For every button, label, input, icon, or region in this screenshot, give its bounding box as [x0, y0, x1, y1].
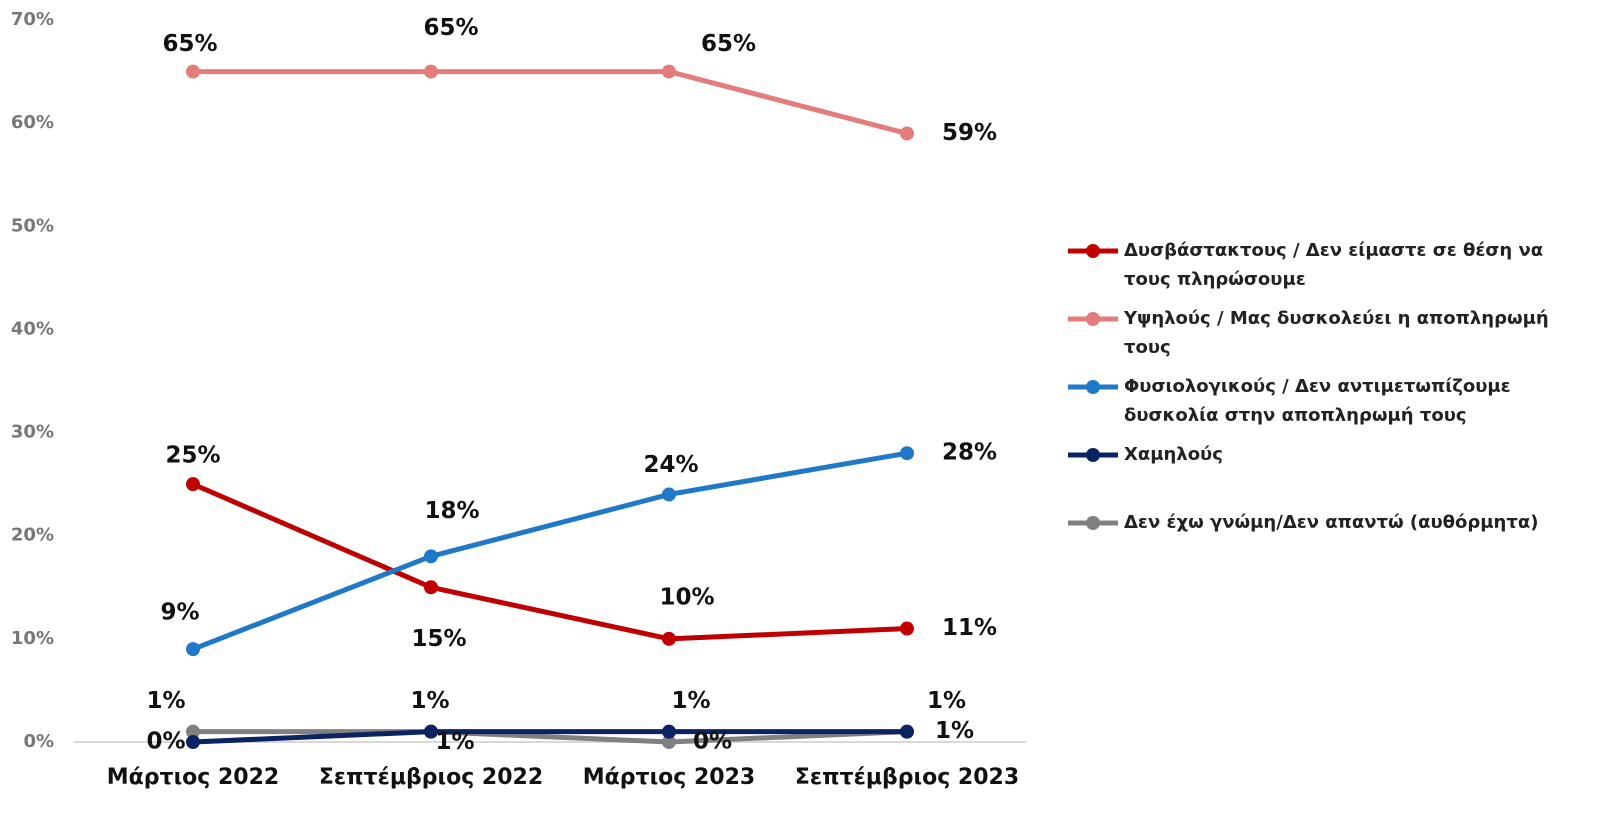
data-label: 1%: [927, 688, 966, 714]
data-label: 25%: [165, 443, 220, 469]
data-point: [186, 64, 200, 79]
series-line: [192, 481, 908, 642]
legend-swatch: [1068, 312, 1118, 326]
data-label: 0%: [146, 729, 185, 755]
legend-item: Υψηλούς / Μας δυσκολεύει η αποπληρωμή το…: [1068, 304, 1588, 372]
legend-marker: [1086, 244, 1100, 258]
data-label: 65%: [423, 15, 478, 41]
data-label: 1%: [410, 688, 449, 714]
data-label: 1%: [146, 688, 185, 714]
y-tick-label: 20%: [11, 525, 54, 546]
legend-label: Φυσιολογικούς / Δεν αντιμετωπίζουμε δυσκ…: [1124, 376, 1511, 426]
data-point: [186, 642, 200, 657]
data-label: 10%: [659, 584, 714, 610]
data-point: [186, 735, 200, 749]
y-tick-label: 30%: [11, 422, 54, 443]
data-label: 28%: [942, 440, 997, 466]
data-point: [662, 631, 676, 646]
data-label: 1%: [435, 729, 474, 755]
data-label: 59%: [942, 120, 997, 146]
data-point: [424, 64, 438, 79]
data-label: 1%: [671, 688, 710, 714]
legend-label: Δεν έχω γνώμη/Δεν απαντώ (αυθόρμητα): [1124, 512, 1539, 533]
legend-label: Υψηλούς / Μας δυσκολεύει η αποπληρωμή το…: [1124, 308, 1549, 358]
data-label: 65%: [701, 31, 756, 57]
legend-swatch: [1068, 448, 1118, 462]
x-tick-label: Μάρτιος 2023: [583, 765, 755, 790]
data-point: [900, 446, 914, 461]
x-tick-label: Μάρτιος 2022: [107, 765, 279, 790]
series-line: [192, 450, 908, 652]
data-point: [186, 477, 200, 492]
legend-label: Δυσβάστακτους / Δεν είμαστε σε θέση να τ…: [1124, 240, 1544, 290]
legend-marker: [1086, 448, 1100, 462]
data-point: [900, 126, 914, 141]
series-line: [193, 729, 908, 745]
legend-marker: [1086, 380, 1100, 394]
y-tick-label: 60%: [11, 112, 54, 133]
legend-marker: [1086, 312, 1100, 326]
data-point: [662, 724, 676, 739]
data-point: [900, 621, 914, 636]
legend-item: Φυσιολογικούς / Δεν αντιμετωπίζουμε δυσκ…: [1068, 372, 1588, 440]
data-point: [424, 724, 438, 739]
data-label: 1%: [935, 718, 974, 744]
data-point: [186, 724, 200, 739]
y-tick-label: 70%: [11, 9, 54, 30]
data-label: 0%: [693, 729, 732, 755]
y-tick-label: 0%: [23, 731, 54, 752]
data-point: [424, 580, 438, 595]
data-point: [662, 735, 676, 749]
series-line: [193, 69, 908, 136]
legend-item: Δεν έχω γνώμη/Δεν απαντώ (αυθόρμητα): [1068, 508, 1588, 576]
legend-label: Χαμηλούς: [1124, 444, 1223, 465]
data-label: 18%: [424, 498, 479, 524]
legend-item: Δυσβάστακτους / Δεν είμαστε σε θέση να τ…: [1068, 236, 1588, 304]
legend-item: Χαμηλούς: [1068, 440, 1588, 508]
y-tick-label: 50%: [11, 215, 54, 236]
data-point: [900, 724, 914, 739]
data-label: 9%: [160, 600, 199, 626]
y-tick-label: 40%: [11, 318, 54, 339]
data-point: [662, 487, 676, 502]
legend-swatch: [1068, 380, 1118, 394]
x-tick-label: Σεπτέμβριος 2022: [319, 765, 543, 790]
data-label: 15%: [411, 626, 466, 652]
data-point: [662, 64, 676, 79]
legend-swatch: [1068, 516, 1118, 530]
data-label: 11%: [942, 615, 997, 641]
data-label: 65%: [162, 31, 217, 57]
data-point: [424, 549, 438, 564]
legend-marker: [1086, 516, 1100, 530]
series-line: [192, 729, 907, 745]
data-label: 24%: [643, 452, 698, 478]
legend: Δυσβάστακτους / Δεν είμαστε σε θέση να τ…: [1068, 236, 1588, 576]
x-tick-label: Σεπτέμβριος 2023: [795, 765, 1019, 790]
y-tick-label: 10%: [11, 628, 54, 649]
legend-swatch: [1068, 244, 1118, 258]
